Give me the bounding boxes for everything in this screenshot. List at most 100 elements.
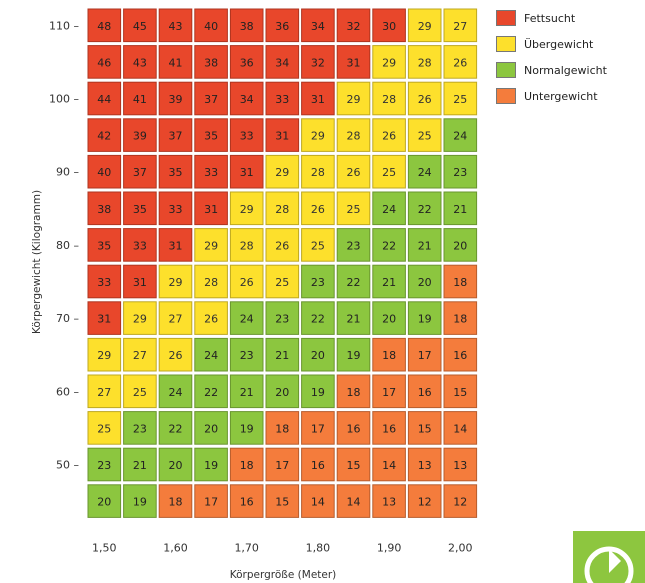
bmi-cell-label: 29 — [133, 313, 147, 326]
bmi-cell — [336, 264, 371, 299]
legend-swatch-uebergewicht — [496, 36, 516, 52]
bmi-cell — [229, 118, 264, 152]
bmi-cell-label: 19 — [240, 422, 254, 435]
bmi-cell-label: 21 — [418, 239, 432, 252]
bmi-cell — [158, 337, 193, 372]
bmi-cell — [407, 191, 442, 226]
bmi-cell-label: 16 — [311, 459, 325, 472]
bmi-cell-label: 36 — [240, 56, 254, 69]
bmi-cell-label: 24 — [453, 130, 467, 143]
bmi-cell-label: 14 — [311, 496, 325, 509]
bmi-cell-label: 45 — [133, 20, 147, 33]
bmi-cell — [443, 264, 478, 299]
bmi-cell — [407, 484, 442, 518]
bmi-cell — [87, 301, 122, 335]
bmi-cell-label: 27 — [133, 349, 147, 362]
legend: Fettsucht Übergewicht Normalgewicht Unte… — [496, 10, 607, 114]
legend-swatch-fettsucht — [496, 10, 516, 26]
bmi-cell — [194, 191, 228, 226]
bmi-cell — [229, 374, 264, 409]
bmi-cell — [372, 45, 406, 79]
bmi-cell — [194, 154, 228, 189]
bmi-cell-label: 25 — [97, 422, 111, 435]
bmi-cell-label: 26 — [275, 239, 289, 252]
bmi-cell-label: 18 — [240, 459, 254, 472]
bmi-cell — [407, 154, 442, 189]
bmi-cell-label: 26 — [382, 130, 396, 143]
bmi-cell — [372, 81, 406, 116]
bmi-cell-label: 19 — [133, 496, 147, 509]
bmi-cell — [194, 411, 228, 445]
bmi-cell — [194, 45, 228, 79]
bmi-cell — [301, 374, 335, 409]
bmi-cell — [336, 8, 371, 43]
x-axis-title: Körpergröße (Meter) — [230, 569, 337, 581]
bmi-cell — [372, 8, 406, 43]
bmi-cell-label: 29 — [347, 93, 361, 106]
bmi-cell — [407, 264, 442, 299]
bmi-cell-label: 16 — [418, 386, 432, 399]
bmi-cell — [265, 264, 300, 299]
bmi-cell — [407, 301, 442, 335]
bmi-cell — [336, 411, 371, 445]
bmi-cell-label: 46 — [97, 56, 111, 69]
bmi-cell — [301, 8, 335, 43]
bmi-cell-label: 13 — [382, 496, 396, 509]
bmi-cell-label: 32 — [347, 20, 361, 33]
legend-swatch-normalgewicht — [496, 62, 516, 78]
legend-label-fettsucht: Fettsucht — [524, 11, 576, 25]
bmi-cell-label: 40 — [97, 166, 111, 179]
bmi-cell — [229, 8, 264, 43]
bmi-cell — [87, 118, 122, 152]
bmi-cell-label: 35 — [133, 203, 147, 216]
bmi-cell — [265, 447, 300, 482]
bmi-cell — [301, 484, 335, 518]
bmi-cell-label: 19 — [347, 349, 361, 362]
bmi-cell — [229, 484, 264, 518]
bmi-cell — [372, 154, 406, 189]
bmi-cell — [265, 301, 300, 335]
bmi-cell — [336, 45, 371, 79]
bmi-cell-label: 29 — [97, 349, 111, 362]
x-tick-label: 2,00 — [448, 541, 473, 554]
bmi-cell-label: 15 — [347, 459, 361, 472]
bmi-cell-label: 20 — [382, 313, 396, 326]
bmi-cell-label: 26 — [453, 56, 467, 69]
legend-item-untergewicht: Untergewicht — [496, 88, 607, 104]
bmi-cell-label: 21 — [240, 386, 254, 399]
bmi-cell-label: 26 — [311, 203, 325, 216]
bmi-cell — [336, 118, 371, 152]
bmi-cell-label: 35 — [97, 239, 111, 252]
legend-label-uebergewicht: Übergewicht — [524, 37, 594, 51]
bmi-cell-label: 24 — [240, 313, 254, 326]
y-tick-label: 80 – — [56, 239, 79, 252]
bmi-cell — [443, 411, 478, 445]
bmi-cell — [265, 337, 300, 372]
bmi-cell — [372, 374, 406, 409]
bmi-cell — [265, 45, 300, 79]
bmi-cell — [443, 484, 478, 518]
bmi-cell-label: 18 — [169, 496, 183, 509]
bmi-cell — [336, 337, 371, 372]
brand-logo-icon — [573, 531, 645, 583]
bmi-cell-label: 34 — [311, 20, 325, 33]
bmi-cell — [123, 154, 157, 189]
bmi-cell — [229, 191, 264, 226]
bmi-cell-label: 23 — [275, 313, 289, 326]
bmi-cell — [301, 191, 335, 226]
bmi-cell-label: 27 — [169, 313, 183, 326]
bmi-cell-label: 31 — [133, 276, 147, 289]
bmi-cell-label: 31 — [97, 313, 111, 326]
bmi-cell — [87, 191, 122, 226]
bmi-cell-label: 28 — [347, 130, 361, 143]
x-tick-label: 1,80 — [306, 541, 331, 554]
bmi-cell — [301, 337, 335, 372]
bmi-cell-label: 31 — [204, 203, 218, 216]
bmi-cell-label: 43 — [169, 20, 183, 33]
bmi-cell — [372, 411, 406, 445]
bmi-cell — [229, 154, 264, 189]
bmi-cell — [158, 447, 193, 482]
bmi-cell-label: 33 — [204, 166, 218, 179]
bmi-cell — [336, 81, 371, 116]
